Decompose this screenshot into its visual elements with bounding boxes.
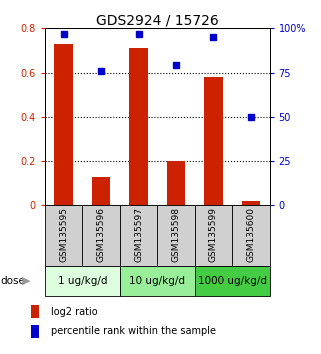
- Text: GSM135600: GSM135600: [247, 207, 256, 262]
- FancyBboxPatch shape: [232, 205, 270, 266]
- Text: GSM135598: GSM135598: [171, 207, 180, 262]
- FancyBboxPatch shape: [120, 266, 195, 296]
- Bar: [167, 161, 185, 205]
- Text: percentile rank within the sample: percentile rank within the sample: [51, 326, 216, 336]
- Bar: [92, 177, 110, 205]
- Title: GDS2924 / 15726: GDS2924 / 15726: [96, 13, 219, 27]
- FancyBboxPatch shape: [45, 205, 82, 266]
- Text: ▶: ▶: [22, 275, 30, 286]
- Text: dose: dose: [1, 275, 25, 286]
- Text: log2 ratio: log2 ratio: [51, 307, 97, 317]
- FancyBboxPatch shape: [195, 266, 270, 296]
- FancyBboxPatch shape: [82, 205, 120, 266]
- FancyBboxPatch shape: [120, 205, 157, 266]
- Text: 1000 ug/kg/d: 1000 ug/kg/d: [198, 275, 267, 286]
- Bar: [129, 48, 148, 205]
- Bar: [31, 325, 39, 338]
- Text: GSM135597: GSM135597: [134, 207, 143, 262]
- Bar: [242, 201, 260, 205]
- Text: GSM135596: GSM135596: [97, 207, 106, 262]
- Text: 10 ug/kg/d: 10 ug/kg/d: [129, 275, 185, 286]
- FancyBboxPatch shape: [157, 205, 195, 266]
- FancyBboxPatch shape: [45, 266, 120, 296]
- Bar: [54, 44, 73, 205]
- Text: 1 ug/kg/d: 1 ug/kg/d: [58, 275, 107, 286]
- Bar: [204, 77, 223, 205]
- Bar: [31, 305, 39, 318]
- Text: GSM135599: GSM135599: [209, 207, 218, 262]
- Text: GSM135595: GSM135595: [59, 207, 68, 262]
- FancyBboxPatch shape: [195, 205, 232, 266]
